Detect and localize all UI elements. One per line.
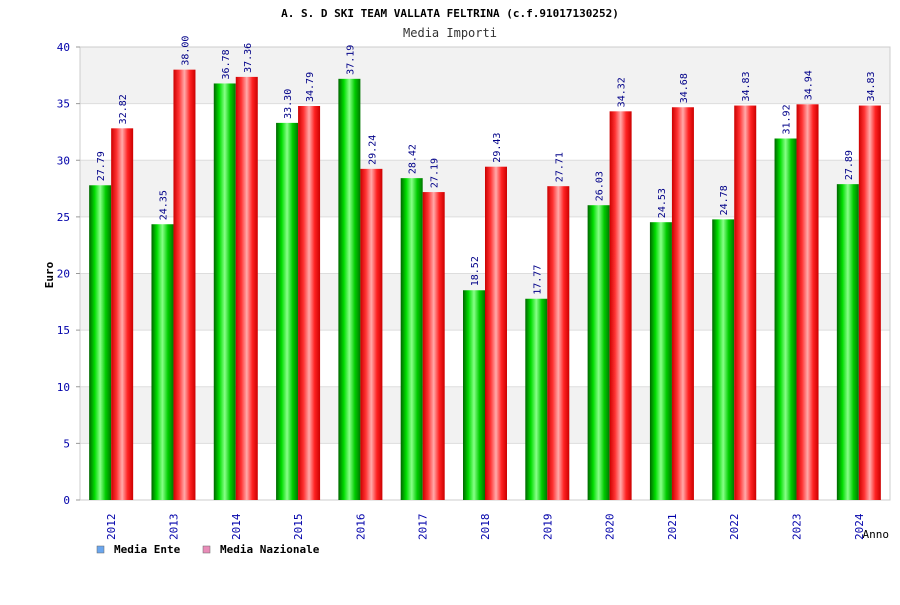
bar-media-ente [774,138,797,501]
x-tick-label: 2015 [292,514,305,541]
x-tick-label: 2021 [666,514,679,541]
bar-value-label: 36.78 [221,49,232,79]
bar-media-nazionale [485,166,507,500]
x-axis-ticks: 2012 2013 2014 2015 2016 2017 2018 2019 2020 2021… [105,513,866,540]
bar-media-ente [213,83,236,501]
bar-value-label: 34.79 [305,72,316,102]
bar-media-nazionale [609,111,632,501]
y-axis-ticks: 0 5 10 15 20 25 30 35 40 [57,41,80,507]
legend-swatch [202,545,211,554]
bar-media-nazionale [111,128,134,500]
bar-media-ente [836,184,859,500]
x-tick-label: 2013 [167,514,180,541]
y-tick-label: 35 [57,98,70,111]
y-tick-label: 30 [57,154,70,167]
bar-value-label: 34.83 [741,71,752,101]
x-tick-label: 2022 [728,514,741,541]
bar-media-nazionale [235,76,258,500]
x-tick-label: 2018 [479,514,492,541]
bar-value-label: 24.35 [158,190,169,220]
bar-value-label: 18.52 [470,256,481,286]
bar-labels-group: 27.79 32.82 24.35 38.00 36.78 37.36 33.30 34.79… [96,36,877,295]
x-tick-label: 2017 [417,514,430,541]
bar-media-ente [400,178,423,500]
bar-value-label: 34.83 [866,71,877,101]
legend-label: Media Ente [114,543,181,556]
bar-media-nazionale [547,186,570,500]
bar-value-label: 29.43 [492,133,503,163]
bar-value-label: 34.68 [679,73,690,103]
bar-value-label: 24.53 [657,188,668,218]
bar-value-label: 33.30 [283,89,294,119]
bar-media-nazionale [360,168,383,500]
grid-band [80,47,890,104]
y-axis-label: Euro [43,261,56,288]
legend-swatch [96,545,105,554]
bar-media-ente [525,298,548,500]
bar-media-nazionale [858,105,881,501]
bar-media-ente [151,224,174,500]
x-tick-label: 2016 [354,514,367,541]
bar-media-nazionale [734,105,757,501]
chart-title: A. S. D SKI TEAM VALLATA FELTRINA (c.f.9… [281,7,619,20]
bar-value-label: 34.32 [617,77,628,107]
x-tick-label: 2023 [791,514,804,541]
bars-group [89,69,881,501]
bar-value-label: 27.79 [96,151,107,181]
x-tick-label: 2024 [853,513,866,540]
y-tick-label: 25 [57,211,70,224]
x-tick-label: 2012 [105,514,118,541]
bar-value-label: 32.82 [118,94,129,124]
x-axis-label: Anno [863,528,890,541]
bar-value-label: 29.24 [367,135,378,165]
bar-value-label: 38.00 [180,36,191,66]
y-tick-label: 5 [63,437,70,450]
bar-value-label: 24.78 [719,185,730,215]
bar-media-ente [463,290,485,500]
legend-item-media-nazionale: Media Nazionale [202,543,320,556]
bar-media-nazionale [671,107,694,501]
bar-value-label: 37.36 [243,43,254,73]
bar-value-label: 31.92 [782,104,793,134]
bar-media-nazionale [298,106,321,501]
x-tick-label: 2014 [230,513,243,540]
chart-subtitle: Media Importi [403,26,497,40]
y-tick-label: 40 [57,41,70,54]
legend: Media Ente Media Nazionale [96,543,320,556]
bar-value-label: 17.77 [532,265,543,295]
y-tick-label: 20 [57,268,70,281]
bar-value-label: 27.89 [844,150,855,180]
y-tick-label: 15 [57,324,70,337]
legend-label: Media Nazionale [220,543,320,556]
y-tick-label: 0 [63,494,70,507]
bar-media-ente [712,219,735,500]
bar-media-ente [587,205,610,500]
bar-value-label: 26.03 [595,171,606,201]
bar-media-ente [89,185,112,500]
bar-value-label: 27.19 [430,158,441,188]
bar-media-nazionale [173,69,196,501]
bar-media-ente [338,78,361,501]
bar-media-ente [276,122,299,500]
y-tick-label: 10 [57,381,70,394]
bar-value-label: 34.94 [804,70,815,100]
bar-media-nazionale [796,104,819,500]
bar-media-nazionale [422,192,445,501]
bar-media-ente [649,222,672,500]
x-tick-label: 2020 [604,514,617,541]
x-tick-label: 2019 [541,514,554,541]
bar-value-label: 28.42 [408,144,419,174]
bar-value-label: 27.71 [554,152,565,182]
bar-value-label: 37.19 [345,45,356,75]
legend-item-media-ente: Media Ente [96,543,181,556]
